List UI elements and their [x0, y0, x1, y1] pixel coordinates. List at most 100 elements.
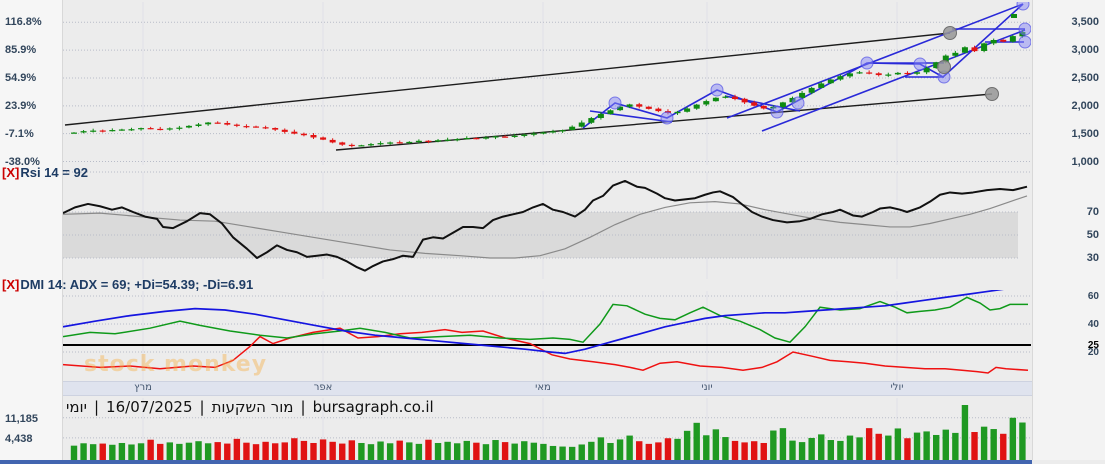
left-percent-tick: -7.1% — [5, 127, 34, 140]
volume-bar — [770, 430, 777, 460]
volume-bar — [865, 428, 873, 460]
candle-up — [779, 102, 786, 107]
trendline-end-marker — [937, 60, 951, 74]
volume-bar — [655, 442, 662, 460]
candle-down — [253, 126, 260, 128]
volume-bar — [578, 444, 585, 460]
candle-up — [367, 144, 374, 146]
candle-up — [454, 139, 461, 141]
candle-up — [856, 72, 863, 74]
volume-bar — [904, 438, 911, 460]
candle-down — [396, 142, 403, 144]
volume-panel[interactable] — [63, 398, 1031, 460]
candle-up — [521, 134, 528, 136]
volume-bar — [559, 446, 566, 460]
candle-down — [320, 137, 327, 140]
candle-up — [808, 87, 815, 93]
right-price-tick: 1,000 — [1071, 155, 1099, 168]
rsi-close-button[interactable]: [X] — [2, 165, 20, 180]
candle-up — [387, 142, 394, 144]
pivot-circle-marker — [1018, 22, 1031, 36]
volume-bar — [300, 440, 308, 460]
volume-bar — [808, 437, 815, 460]
candle-down — [760, 105, 767, 109]
candle-down — [339, 142, 346, 145]
volume-bar — [262, 441, 269, 460]
volume-bar — [89, 444, 97, 460]
candle-up — [990, 40, 997, 44]
candle-up — [846, 73, 853, 77]
rsi-level-tick: 50 — [1086, 229, 1099, 241]
dmi-threshold-tick: 25 — [1087, 340, 1099, 351]
volume-bar — [961, 405, 969, 460]
volume-bar — [645, 443, 652, 460]
volume-bar — [568, 446, 576, 460]
candle-down — [866, 72, 873, 74]
volume-bar — [616, 439, 624, 460]
volume-bar — [214, 442, 221, 460]
candle-up — [933, 62, 940, 69]
volume-bar — [99, 443, 106, 460]
month-label: יוני — [701, 382, 713, 393]
candle-up — [1009, 36, 1016, 42]
rsi-line — [63, 179, 1028, 272]
footer-separator: | — [199, 398, 205, 416]
candle-down — [425, 140, 432, 142]
candle-up — [138, 128, 145, 130]
candle-down — [272, 127, 279, 130]
volume-bar — [501, 442, 509, 460]
volume-bar — [530, 442, 538, 460]
candle-up — [617, 106, 624, 111]
pivot-circle-marker — [710, 83, 724, 97]
candle-down — [655, 108, 662, 112]
volume-bar — [731, 440, 739, 460]
candle-up — [90, 130, 97, 132]
volume-bar — [128, 444, 135, 460]
candle-down — [291, 131, 298, 134]
volume-bar — [109, 444, 116, 460]
volume-bar — [923, 431, 930, 460]
month-label: אפר — [313, 382, 333, 393]
volume-bar — [252, 444, 260, 460]
pivot-circle-marker — [1016, 2, 1030, 11]
volume-bar — [588, 441, 595, 460]
candle-down — [1000, 39, 1007, 42]
candle-down — [875, 73, 882, 76]
volume-bar — [463, 440, 470, 460]
volume-bar — [492, 440, 499, 460]
volume-bar — [827, 440, 835, 460]
candle-up — [205, 122, 212, 125]
candle-up — [722, 96, 729, 98]
volume-bar — [80, 443, 87, 460]
volume-bar — [454, 443, 461, 460]
volume-bar — [779, 428, 787, 460]
dmi-level-tick: 40 — [1087, 319, 1099, 330]
dmi-close-button[interactable]: [X] — [2, 277, 20, 292]
dmi-panel[interactable] — [63, 285, 1031, 381]
dmi-indicator-label: [X]DMI 14: ADX = 69; +Di=54.39; -Di=6.91 — [2, 277, 253, 292]
volume-bar — [741, 442, 748, 460]
candle-up — [693, 104, 700, 109]
volume-bar — [1019, 422, 1026, 460]
volume-bar — [137, 443, 145, 460]
volume-bar — [339, 443, 346, 460]
adx-line — [63, 290, 1004, 355]
candle-down — [147, 128, 154, 130]
rsi-panel[interactable] — [63, 171, 1031, 279]
volume-bar — [147, 439, 154, 460]
price-panel[interactable] — [63, 0, 1031, 165]
volume-bar — [195, 441, 202, 460]
volume-bar — [971, 432, 978, 460]
candle-down — [636, 104, 643, 107]
candle-down — [300, 133, 307, 136]
candle-down — [310, 134, 317, 138]
left-percent-tick: 116.8% — [5, 16, 42, 29]
volume-bar — [358, 442, 365, 460]
candle-down — [732, 96, 739, 100]
left-percent-tick: 54.9% — [5, 71, 37, 84]
volume-bar — [894, 428, 902, 460]
candle-up — [71, 132, 77, 134]
volume-bar — [750, 441, 758, 460]
candle-down — [243, 126, 250, 128]
